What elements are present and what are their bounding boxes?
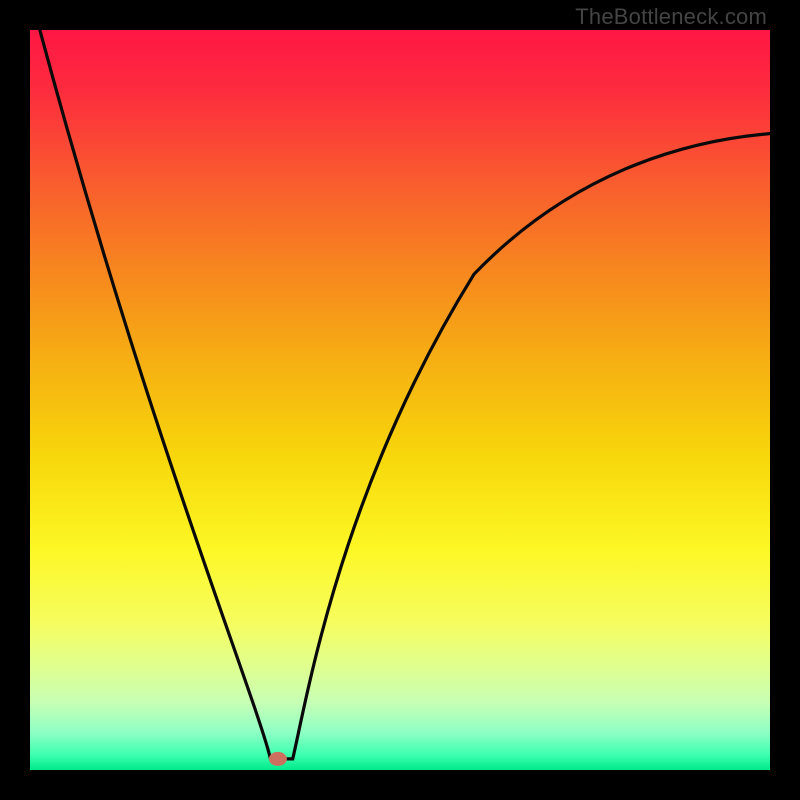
- gradient-background: [30, 30, 770, 770]
- optimal-point-marker: [269, 752, 287, 766]
- plot-svg: [30, 30, 770, 770]
- plot-area: [30, 30, 770, 770]
- chart-frame: TheBottleneck.com: [0, 0, 800, 800]
- watermark-text: TheBottleneck.com: [575, 4, 767, 30]
